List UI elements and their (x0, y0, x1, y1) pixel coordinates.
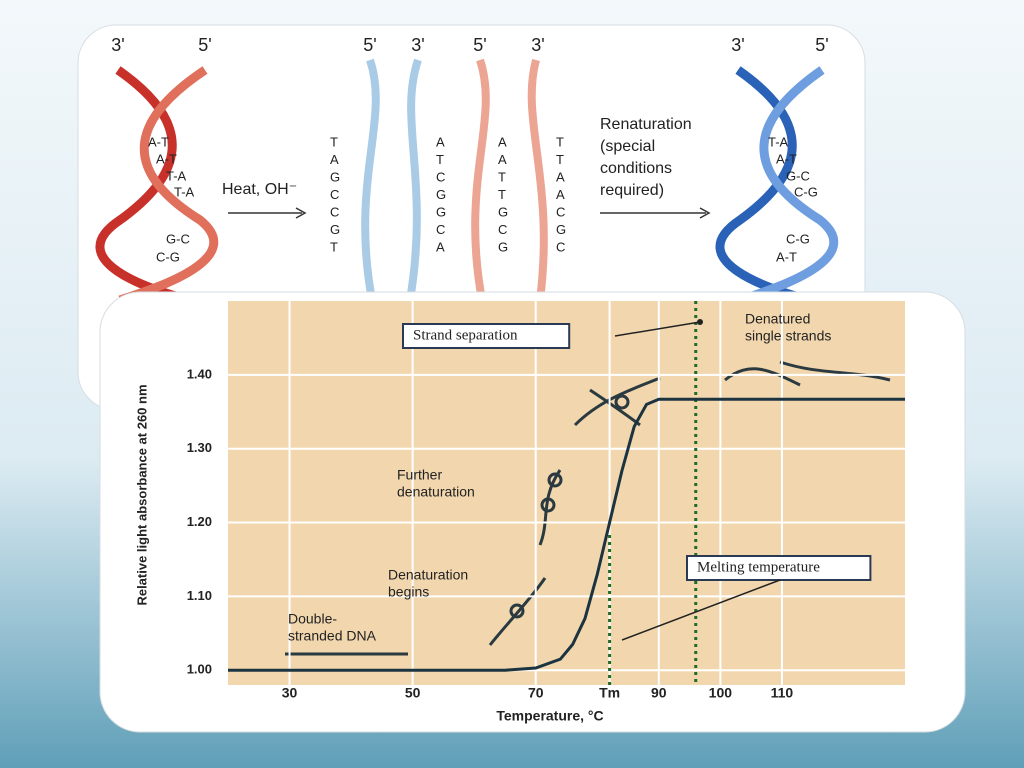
diagram: Heat, OH⁻ 3' 5'A-TA-TT-AT-AG-CC-G3' 5'T-AA… (95, 35, 839, 305)
curve (228, 397, 905, 672)
base-pair: A-T (776, 249, 797, 264)
y-tick-label: 1.10 (187, 588, 212, 603)
annotation: denaturation (397, 484, 475, 500)
x-tick-label: 70 (528, 685, 544, 701)
base-pair: C-G (156, 249, 180, 264)
base: C (556, 239, 565, 254)
base: T (498, 187, 506, 202)
strand-end: 5' (473, 35, 486, 55)
base: G (498, 204, 508, 219)
base: T (330, 239, 338, 254)
base-pair: T-A (768, 134, 789, 149)
base-pair: A-T (776, 151, 797, 166)
annotation: Double- (288, 611, 337, 627)
y-axis-label: Relative light absorbance at 260 nm (134, 384, 149, 605)
base: C (498, 222, 507, 237)
base: C (330, 187, 339, 202)
base: C (330, 204, 339, 219)
strand-end: 5' (363, 35, 376, 55)
base: A (498, 152, 507, 167)
x-tick-label: 50 (405, 685, 421, 701)
base: A (556, 187, 565, 202)
strand-end: 3' (111, 35, 124, 55)
x-axis-label: Temperature, °C (496, 708, 603, 724)
leader-line (621, 579, 781, 641)
base-pair: G-C (786, 168, 810, 183)
base-pair: A-T (148, 134, 169, 149)
annotation-box (402, 323, 571, 349)
x-tick-label: 90 (651, 685, 667, 701)
base: A (556, 169, 565, 184)
strand-end: 3' (531, 35, 544, 55)
y-tick-label: 1.40 (187, 366, 212, 381)
strand-end: 5' (198, 35, 211, 55)
base: T (556, 134, 564, 149)
x-tick-label: 100 (709, 685, 733, 701)
renaturation-label: (special (600, 138, 655, 155)
base-pair: A-T (156, 151, 177, 166)
base: C (436, 169, 445, 184)
base: A (498, 134, 507, 149)
base: A (436, 239, 445, 254)
base: G (556, 222, 566, 237)
chart: Relative light absorbance at 260 nm Temp… (134, 301, 905, 724)
renaturation-label: required) (600, 182, 664, 199)
annotation: Denatured (745, 311, 810, 327)
renaturation-label: Renaturation (600, 116, 692, 133)
base: A (436, 134, 445, 149)
base: G (436, 204, 446, 219)
annotation: begins (388, 584, 429, 600)
base: T (436, 152, 444, 167)
leader-dot (697, 319, 703, 325)
base: A (330, 152, 339, 167)
annotation: Melting temperature (697, 559, 820, 575)
annotation: Denaturation (388, 567, 468, 583)
y-tick-label: 1.20 (187, 514, 212, 529)
annotation: single strands (745, 328, 831, 344)
strand-end: 5' (815, 35, 828, 55)
annotation: stranded DNA (288, 628, 377, 644)
strand-end: 3' (731, 35, 744, 55)
strand-end: 3' (411, 35, 424, 55)
heat-label: Heat, OH⁻ (222, 181, 297, 198)
base: G (436, 187, 446, 202)
x-tick-label: Tm (599, 685, 620, 701)
base: C (436, 222, 445, 237)
base-pair: G-C (166, 231, 190, 246)
base-pair: C-G (786, 231, 810, 246)
base: C (556, 204, 565, 219)
x-tick-label: 30 (282, 685, 298, 701)
base: T (330, 134, 338, 149)
base: T (556, 152, 564, 167)
base: T (498, 169, 506, 184)
base: G (330, 169, 340, 184)
y-tick-label: 1.00 (187, 662, 212, 677)
leader-line (614, 321, 701, 337)
base-pair: C-G (794, 184, 818, 199)
y-tick-label: 1.30 (187, 440, 212, 455)
base-pair: T-A (166, 168, 187, 183)
base: G (330, 222, 340, 237)
base-pair: T-A (174, 184, 195, 199)
x-tick-label: 110 (771, 685, 794, 701)
annotation: Further (397, 467, 442, 483)
renaturation-label: conditions (600, 160, 672, 177)
dna-icons (285, 360, 891, 656)
annotation: Strand separation (413, 327, 518, 343)
base: G (498, 239, 508, 254)
